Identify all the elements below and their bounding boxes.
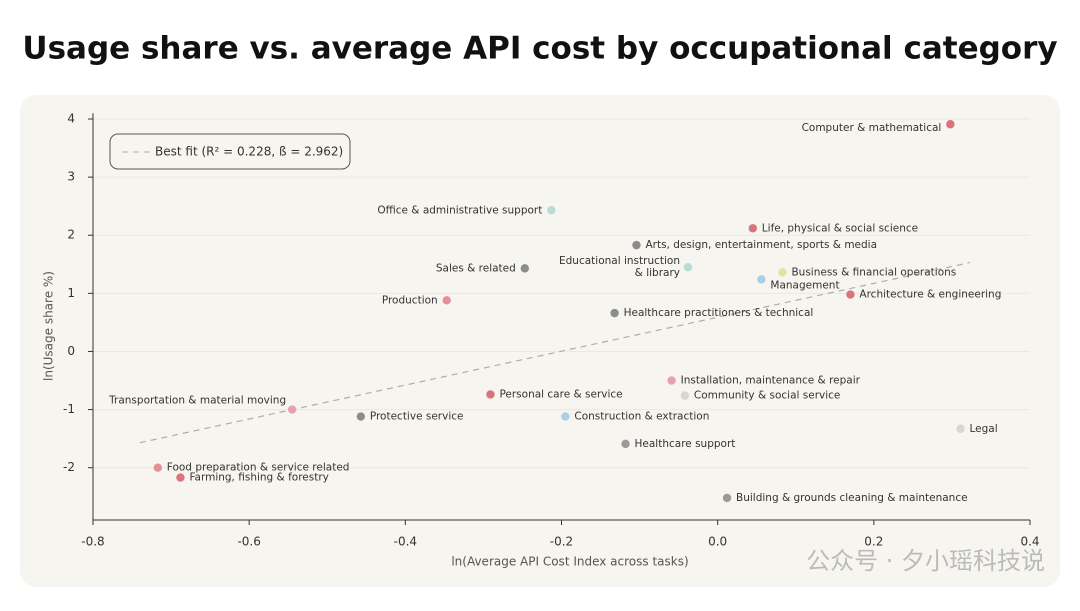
point-label: Management (770, 279, 839, 291)
point-label: Building & grounds cleaning & maintenanc… (736, 492, 968, 504)
x-tick-label: -0.2 (550, 535, 573, 549)
point (683, 263, 693, 272)
point-label: Computer & mathematical (802, 122, 942, 134)
point (356, 412, 366, 421)
point (486, 390, 495, 399)
point (520, 264, 530, 273)
point (680, 391, 690, 400)
point-label: Life, physical & social science (762, 222, 918, 234)
card (20, 95, 1060, 587)
point (610, 308, 619, 318)
point (722, 493, 732, 503)
point-label: Farming, fishing & forestry (189, 472, 328, 484)
point (667, 376, 676, 385)
point (632, 240, 641, 250)
y-tick-label: 3 (67, 170, 75, 184)
legend-box (109, 133, 351, 170)
point-label: Production (382, 294, 438, 306)
point (561, 412, 570, 421)
point (621, 439, 630, 449)
point (153, 463, 163, 472)
y-tick-label: 0 (67, 344, 75, 358)
point (176, 473, 185, 482)
point (442, 296, 451, 305)
x-axis-label: ln(Average API Cost Index across tasks) (451, 555, 688, 569)
x-tick-label: 0.2 (864, 535, 883, 549)
point (748, 224, 758, 233)
watermark: 公众号 · 夕小瑶科技说 (806, 547, 1045, 575)
point-label: Food preparation & service related (167, 462, 350, 474)
y-axis-label: ln(Usage share %) (42, 271, 56, 381)
point-label: Business & financial operations (791, 266, 956, 278)
x-tick-label: 0.0 (708, 535, 727, 549)
point-label: Personal care & service (499, 388, 622, 400)
x-tick-label: 0.4 (1020, 535, 1039, 549)
point-label: Office & administrative support (377, 204, 542, 216)
point (287, 405, 297, 414)
point (757, 275, 766, 284)
point-label: Installation, maintenance & repair (681, 375, 861, 387)
point-label: Architecture & engineering (859, 289, 1001, 301)
point-label: Legal (970, 423, 998, 435)
x-tick-label: -0.8 (81, 535, 104, 549)
point-label: Construction & extraction (574, 411, 709, 423)
y-tick-label: -1 (63, 402, 75, 416)
point-label: Educational instruction (559, 255, 680, 267)
point (846, 290, 855, 299)
point-label: Healthcare support (635, 438, 736, 450)
chart-title: Usage share vs. average API cost by occu… (22, 31, 1057, 67)
y-tick-label: 2 (67, 228, 75, 242)
y-tick-label: -2 (63, 460, 75, 474)
point-label: Transportation & material moving (108, 395, 286, 407)
x-tick-label: -0.4 (394, 535, 417, 549)
point (778, 268, 787, 277)
legend-label: Best fit (R² = 0.228, ß = 2.962) (155, 145, 343, 159)
point-label: Arts, design, entertainment, sports & me… (645, 239, 877, 251)
fit-line (139, 261, 971, 444)
point (946, 120, 955, 129)
y-tick-label: 4 (67, 112, 75, 126)
point-label: Sales & related (436, 262, 516, 274)
point-label: Protective service (370, 411, 464, 423)
x-tick-label: -0.6 (237, 535, 260, 549)
point (547, 206, 556, 215)
point-label: & library (635, 267, 680, 279)
point-label: Healthcare practitioners & technical (624, 307, 814, 319)
y-tick-label: 1 (67, 286, 75, 300)
point-label: Community & social service (694, 390, 841, 402)
point (956, 424, 965, 433)
